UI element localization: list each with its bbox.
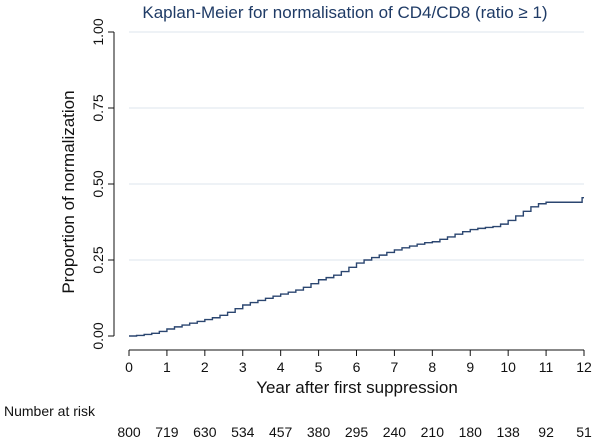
- x-tick-label-4: 4: [277, 359, 285, 375]
- x-tick-label-6: 6: [353, 359, 361, 375]
- risk-count-year-4: 457: [269, 424, 293, 440]
- risk-count-year-0: 800: [117, 424, 141, 440]
- x-tick-label-10: 10: [500, 359, 516, 375]
- axes: [113, 32, 584, 351]
- x-tick-label-12: 12: [576, 359, 592, 375]
- y-tick-label-0.50: 0.50: [90, 170, 106, 197]
- risk-count-year-2: 630: [193, 424, 217, 440]
- x-tick-label-8: 8: [428, 359, 436, 375]
- y-tick-label-1.00: 1.00: [90, 18, 106, 45]
- y-axis-ticks: 0.00 0.25 0.50 0.75 1.00: [90, 18, 114, 350]
- risk-count-year-6: 295: [345, 424, 369, 440]
- y-axis-label: Proportion of normalization: [59, 90, 78, 293]
- risk-count-year-3: 534: [231, 424, 255, 440]
- survival-series: [129, 196, 584, 337]
- y-tick-label-0.75: 0.75: [90, 94, 106, 121]
- y-tick-label-0.25: 0.25: [90, 246, 106, 273]
- x-tick-label-0: 0: [125, 359, 133, 375]
- risk-count-year-12: 51: [576, 424, 592, 440]
- risk-count-year-10: 138: [496, 424, 520, 440]
- gridlines: [129, 31, 584, 261]
- x-tick-label-3: 3: [239, 359, 247, 375]
- risk-count-year-1: 719: [155, 424, 179, 440]
- risk-count-year-11: 92: [538, 424, 554, 440]
- y-tick-label-0.00: 0.00: [90, 322, 106, 349]
- x-tick-label-2: 2: [201, 359, 209, 375]
- km-curve-line-0: [129, 196, 584, 337]
- number-at-risk-row: 800 719 630 534 457 380 295 240 210 180 138 92 51: [117, 424, 592, 440]
- x-axis-ticks: 0 1 2 3 4 5 6 7 8 9 10 11 12: [125, 350, 592, 375]
- chart-title: Kaplan-Meier for normalisation of CD4/CD…: [142, 3, 547, 22]
- x-tick-label-1: 1: [163, 359, 171, 375]
- risk-count-year-8: 210: [421, 424, 445, 440]
- risk-count-year-5: 380: [307, 424, 331, 440]
- risk-count-year-7: 240: [383, 424, 407, 440]
- risk-count-year-9: 180: [459, 424, 483, 440]
- x-tick-label-11: 11: [539, 359, 554, 375]
- x-axis-label: Year after first suppression: [256, 378, 458, 397]
- x-tick-label-7: 7: [391, 359, 399, 375]
- x-tick-label-9: 9: [466, 359, 474, 375]
- x-tick-label-5: 5: [315, 359, 323, 375]
- risk-table-caption: Number at risk: [4, 403, 96, 419]
